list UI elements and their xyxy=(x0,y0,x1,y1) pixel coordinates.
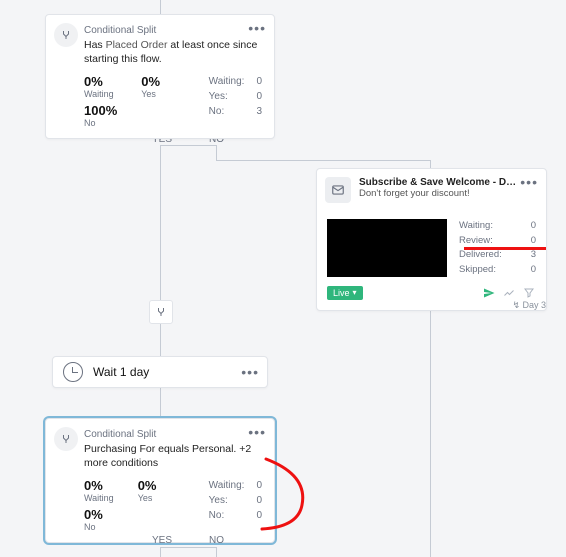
filter-icon[interactable] xyxy=(522,286,536,300)
card-description: Has Placed Order at least once since sta… xyxy=(84,38,262,66)
line-split1-h xyxy=(160,145,216,146)
day-tag: Day 3 xyxy=(512,300,546,311)
split-icon xyxy=(54,23,78,47)
stats-row: 0%Waiting 0%No 0%Yes Waiting:0 Yes:0 No:… xyxy=(84,478,262,532)
split-icon xyxy=(54,427,78,451)
card-menu-icon[interactable]: ••• xyxy=(241,367,259,377)
branch-yes-2: YES xyxy=(152,535,172,546)
line-split2-yes-down xyxy=(160,547,161,557)
wait-text: Wait 1 day xyxy=(93,365,149,379)
line-no-down xyxy=(216,145,217,161)
line-top-in xyxy=(160,0,161,14)
line-no-h xyxy=(216,160,430,161)
email-title: Subscribe & Save Welcome - Don't forget … xyxy=(359,177,516,188)
card-description: Purchasing For equals Personal. +2 more … xyxy=(84,442,262,470)
line-email-out xyxy=(430,295,431,557)
conditional-split-1[interactable]: ••• Conditional Split Has Placed Order a… xyxy=(45,14,275,139)
highlight-curve xyxy=(258,455,318,535)
card-title: Conditional Split xyxy=(84,429,262,440)
wait-node[interactable]: Wait 1 day ••• xyxy=(52,356,268,388)
card-title: Conditional Split xyxy=(84,25,262,36)
stats-row: 0%Waiting 100%No 0%Yes Waiting:0 Yes:0 N… xyxy=(84,74,262,128)
stats-counts: Waiting:0 Yes:0 No:3 xyxy=(209,74,262,128)
line-node-to-wait xyxy=(160,324,161,357)
email-footer-icons xyxy=(482,286,536,300)
line-yes-down xyxy=(160,145,161,301)
line-split2-no-down xyxy=(216,547,217,557)
email-node[interactable]: Subscribe & Save Welcome - Don't forget … xyxy=(316,168,547,311)
line-wait-to-split2 xyxy=(160,388,161,419)
send-icon[interactable] xyxy=(482,286,496,300)
highlight-bar xyxy=(464,247,546,250)
email-subject: Don't forget your discount! xyxy=(359,188,516,199)
email-preview xyxy=(327,219,447,277)
status-badge[interactable]: Live xyxy=(327,286,363,300)
analytics-icon[interactable] xyxy=(502,286,516,300)
card-menu-icon[interactable]: ••• xyxy=(248,427,266,437)
clock-icon xyxy=(63,362,83,382)
branch-merge-node[interactable] xyxy=(149,300,173,324)
line-split2-h xyxy=(160,547,216,548)
branch-no-2: NO xyxy=(209,535,224,546)
mail-icon xyxy=(325,177,351,203)
card-menu-icon[interactable]: ••• xyxy=(520,177,538,187)
stats-counts: Waiting:0 Yes:0 No:0 xyxy=(209,478,262,532)
card-menu-icon[interactable]: ••• xyxy=(248,23,266,33)
conditional-split-2[interactable]: ••• Conditional Split Purchasing For equ… xyxy=(45,418,275,543)
